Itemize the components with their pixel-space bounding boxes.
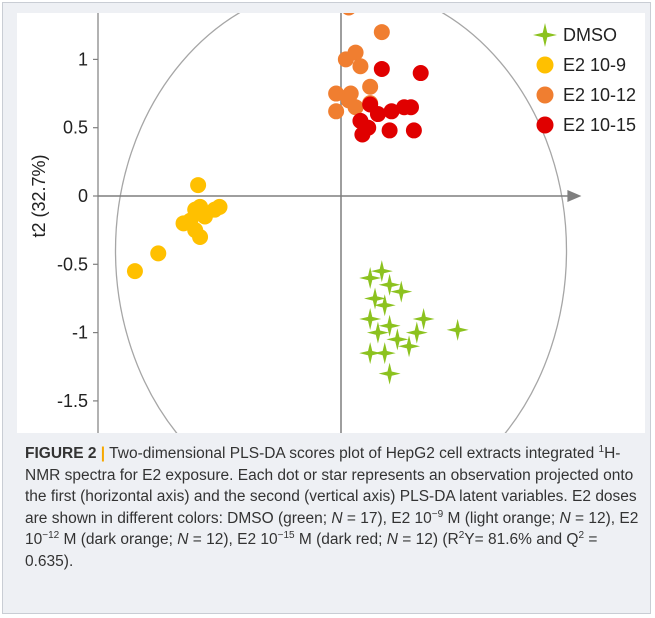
legend-marker-circle: [536, 86, 554, 104]
y-tick-label: -1.5: [57, 391, 88, 411]
data-point-circle: [369, 106, 386, 123]
y-axis-title: t2 (32.7%): [29, 154, 49, 237]
data-point-circle: [373, 60, 390, 77]
data-point-circle: [126, 263, 143, 280]
caption-text: M (light orange;: [443, 509, 560, 527]
y-tick-label: 1: [78, 49, 88, 69]
y-tick-label: -0.5: [57, 254, 88, 274]
caption-sup: 2: [578, 530, 585, 541]
caption-n: N: [386, 531, 398, 548]
caption-text: M (dark red;: [294, 531, 387, 548]
data-point-star: [386, 328, 409, 351]
data-point-star: [366, 321, 389, 344]
plot-area: 21.510.50-0.5-1-1.5-2-2.5-2,5-2-1.5-1-0.…: [17, 0, 645, 600]
data-point-star: [373, 294, 396, 317]
data-point-circle: [352, 58, 369, 75]
caption-text: = 12), E2 10: [25, 509, 639, 549]
caption-sup: 1: [598, 444, 605, 455]
data-point-circle: [354, 126, 371, 143]
data-point-star: [405, 321, 428, 344]
caption-text: Two-dimensional PLS-DA scores plot of He…: [105, 445, 599, 462]
caption-text: H-NMR spectra for E2 exposure. Each dot …: [25, 445, 637, 527]
caption-text: = 17), E2 10: [342, 509, 432, 527]
caption-separator: |: [100, 445, 106, 462]
data-point-circle: [373, 24, 390, 41]
data-point-star: [364, 287, 387, 310]
scores-plot: 21.510.50-0.5-1-1.5-2-2.5-2,5-2-1.5-1-0.…: [29, 0, 636, 600]
y-tick-label: -1: [72, 323, 88, 343]
legend-marker-circle: [536, 56, 554, 74]
data-point-star: [446, 318, 469, 341]
y-tick-label: 0: [78, 186, 88, 206]
legend-label: DMSO: [563, 25, 617, 45]
data-point-star: [378, 362, 401, 385]
data-point-star: [359, 307, 382, 330]
data-point-circle: [340, 0, 357, 16]
data-point-circle: [190, 177, 207, 194]
data-point-circle: [402, 99, 419, 116]
legend-marker-star: [533, 23, 557, 47]
legend-label: E2 10-12: [563, 85, 636, 105]
caption-n: N: [559, 509, 571, 527]
data-point-circle: [328, 85, 345, 102]
data-point-star: [390, 280, 413, 303]
legend-marker-circle: [536, 116, 554, 134]
figure-label: FIGURE 2: [25, 445, 97, 462]
data-point-circle: [381, 122, 398, 139]
data-point-circle: [192, 228, 209, 245]
caption-text: = 12) (R: [397, 531, 459, 548]
data-point-circle: [412, 65, 429, 82]
data-point-star: [370, 260, 393, 283]
data-point-star: [412, 307, 435, 330]
data-point-circle: [362, 78, 379, 95]
data-point-circle: [340, 92, 357, 109]
data-point-circle: [383, 103, 400, 120]
data-point-star: [359, 266, 382, 289]
data-point-star: [373, 342, 396, 365]
data-point-star: [378, 273, 401, 296]
data-point-star: [359, 342, 382, 365]
figure-caption: FIGURE 2 | Two-dimensional PLS-DA scores…: [25, 443, 641, 572]
caption-sup: 2: [458, 530, 465, 541]
caption-text: M (dark orange;: [59, 531, 178, 548]
caption-text: = 12), E2 10: [188, 531, 278, 548]
legend-label: E2 10-15: [563, 115, 636, 135]
data-point-star: [398, 335, 421, 358]
data-point-circle: [211, 198, 228, 215]
caption-n: N: [331, 509, 343, 527]
legend-label: E2 10-9: [563, 55, 626, 75]
caption-sup: −9: [431, 508, 444, 520]
data-point-circle: [150, 245, 167, 262]
data-point-circle: [405, 122, 422, 139]
data-point-star: [378, 314, 401, 337]
caption-n: N: [177, 531, 189, 548]
x-axis-arrow: [567, 190, 582, 202]
caption-sup: −15: [277, 530, 295, 541]
caption-text: = 0.635).: [25, 531, 598, 570]
y-tick-label: 0.5: [63, 118, 88, 138]
data-point-circle: [328, 103, 345, 120]
caption-text: Y= 81.6% and Q: [464, 531, 579, 548]
data-point-circle: [196, 208, 213, 225]
caption-sup: −12: [42, 530, 60, 541]
data-point-circle: [337, 51, 354, 68]
